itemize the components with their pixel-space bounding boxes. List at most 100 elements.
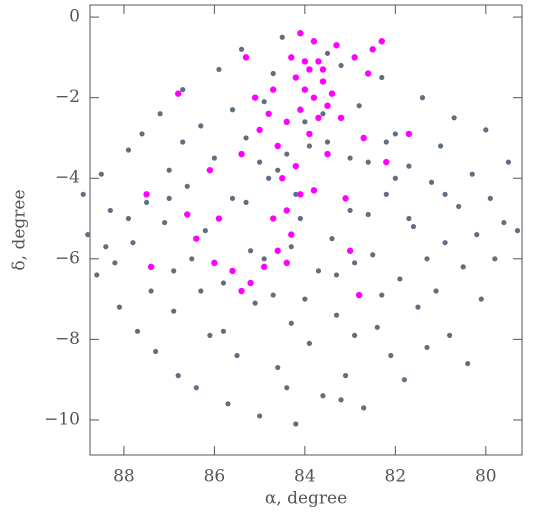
point — [310, 94, 318, 101]
point — [193, 235, 200, 242]
x-tick-label: 84 — [294, 467, 316, 487]
point — [392, 131, 398, 137]
point — [94, 272, 100, 278]
point — [229, 107, 236, 113]
y-tick-label: −4 — [55, 168, 80, 188]
point — [139, 131, 145, 137]
point — [383, 158, 390, 166]
point — [478, 296, 484, 302]
point — [251, 94, 259, 101]
point — [261, 99, 267, 105]
point — [252, 300, 258, 306]
point — [351, 54, 358, 61]
point — [338, 397, 344, 403]
point — [469, 171, 475, 177]
point — [125, 215, 132, 222]
point — [288, 54, 295, 61]
point — [419, 95, 426, 101]
x-tick-label: 86 — [204, 467, 226, 487]
point — [301, 58, 309, 65]
point — [288, 231, 295, 238]
y-tick-label: −10 — [44, 409, 80, 429]
point — [379, 292, 385, 298]
point — [171, 308, 177, 314]
point — [514, 228, 521, 234]
point — [356, 103, 362, 109]
point — [147, 263, 155, 271]
point — [257, 413, 263, 419]
point — [288, 244, 294, 250]
point — [347, 155, 353, 161]
y-tick-label: 0 — [69, 7, 80, 27]
point — [456, 203, 462, 210]
point — [274, 142, 281, 150]
point — [270, 215, 277, 222]
point — [342, 373, 349, 379]
point — [260, 263, 268, 271]
point — [211, 155, 217, 161]
point — [125, 147, 132, 153]
point — [347, 207, 353, 214]
point — [315, 114, 322, 122]
point — [492, 256, 498, 262]
x-tick-label: 82 — [385, 467, 407, 487]
point — [319, 78, 327, 85]
point — [306, 66, 313, 73]
point — [302, 296, 308, 302]
y-axis-label: δ, degree — [10, 189, 30, 270]
point — [284, 151, 290, 157]
point — [265, 110, 272, 117]
point — [279, 34, 285, 40]
point — [397, 276, 403, 282]
point — [157, 111, 163, 117]
plot-frame — [89, 4, 523, 456]
point — [346, 247, 354, 254]
point — [383, 139, 389, 145]
point — [216, 66, 222, 73]
point — [130, 240, 136, 246]
point — [166, 195, 172, 201]
point — [378, 38, 385, 45]
point — [406, 163, 412, 169]
point — [401, 377, 407, 383]
y-tick-label: −8 — [55, 329, 80, 349]
point — [405, 130, 413, 138]
point — [460, 264, 466, 270]
point — [428, 179, 435, 185]
point — [333, 42, 340, 49]
point — [207, 332, 213, 338]
point — [202, 228, 208, 234]
point — [388, 352, 394, 359]
point — [501, 219, 507, 226]
point — [483, 127, 489, 133]
point — [229, 267, 236, 275]
point — [275, 167, 281, 173]
point — [284, 385, 290, 391]
point — [98, 171, 104, 177]
point — [198, 288, 204, 294]
point — [352, 260, 358, 266]
point — [328, 90, 336, 97]
y-tick-label: −2 — [55, 87, 80, 107]
point — [302, 119, 308, 125]
point — [175, 90, 182, 97]
point — [103, 244, 109, 250]
point — [148, 288, 154, 294]
point — [274, 247, 281, 254]
point — [319, 66, 327, 73]
point — [171, 268, 177, 274]
point — [180, 87, 186, 93]
point — [355, 291, 363, 299]
point — [333, 312, 340, 318]
point — [333, 272, 340, 278]
point — [229, 195, 236, 201]
point — [288, 320, 294, 326]
point — [352, 332, 358, 338]
point — [283, 207, 290, 214]
point — [275, 364, 281, 371]
point — [320, 111, 326, 117]
point — [306, 130, 313, 138]
point — [487, 195, 493, 201]
point — [392, 175, 398, 181]
